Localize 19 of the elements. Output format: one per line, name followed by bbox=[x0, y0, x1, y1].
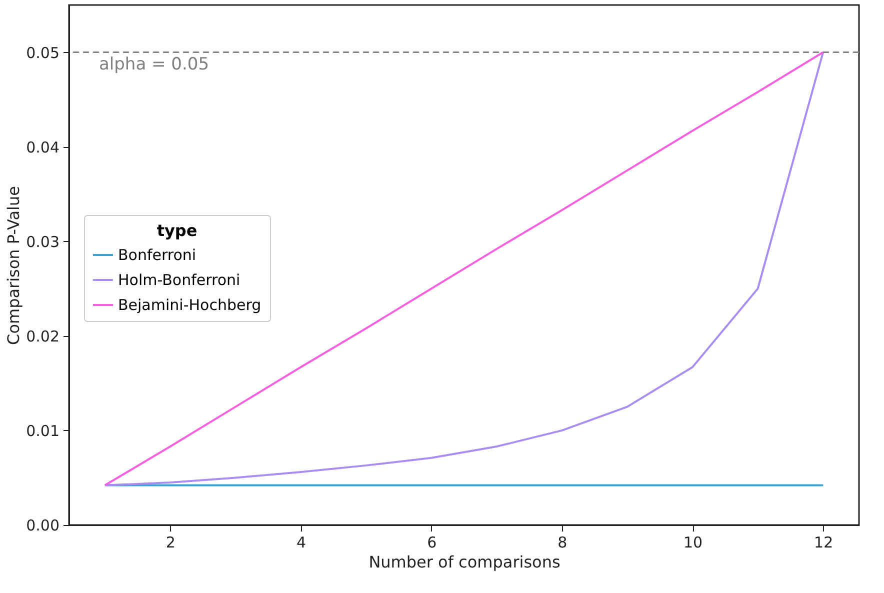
x-tick-label: 8 bbox=[558, 534, 568, 552]
legend-label: Holm-Bonferroni bbox=[118, 271, 240, 289]
x-axis-title: Number of comparisons bbox=[368, 552, 560, 572]
y-tick-label: 0.05 bbox=[26, 44, 60, 62]
ref-line-label: alpha = 0.05 bbox=[99, 54, 210, 74]
y-tick-label: 0.00 bbox=[26, 516, 60, 534]
x-tick-label: 6 bbox=[427, 534, 437, 552]
legend-label: Bejamini-Hochberg bbox=[118, 296, 262, 314]
x-tick-label: 12 bbox=[814, 534, 834, 552]
y-axis-title: Comparison P-Value bbox=[4, 186, 24, 345]
y-tick-label: 0.04 bbox=[26, 138, 60, 156]
legend-title: type bbox=[156, 221, 198, 240]
x-tick-label: 2 bbox=[166, 534, 176, 552]
x-tick-label: 10 bbox=[683, 534, 703, 552]
y-tick-label: 0.02 bbox=[26, 327, 60, 346]
y-tick-label: 0.03 bbox=[26, 232, 60, 251]
legend-label: Bonferroni bbox=[118, 246, 196, 264]
x-tick-label: 4 bbox=[296, 534, 306, 552]
y-tick-label: 0.01 bbox=[26, 422, 60, 440]
